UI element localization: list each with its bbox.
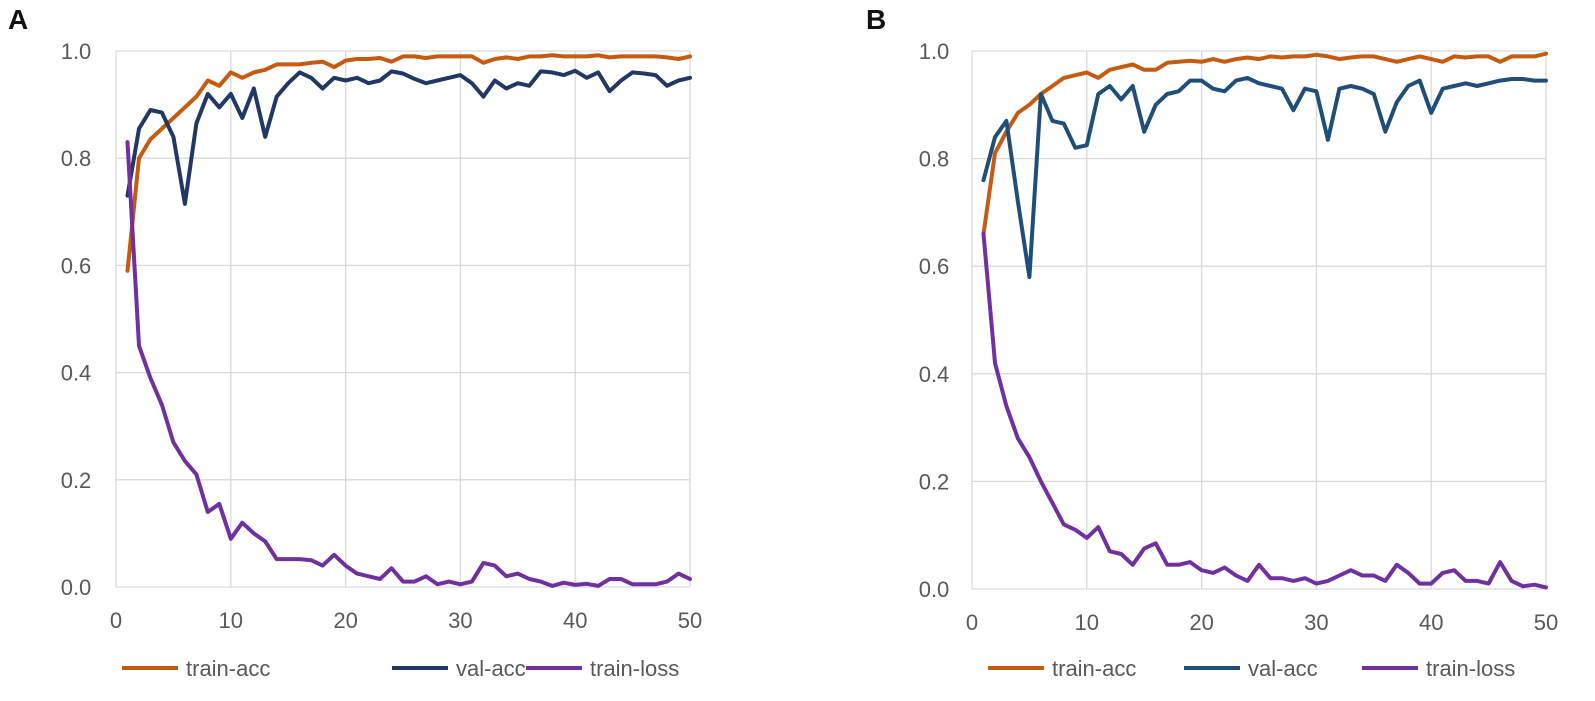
y-tick-label-a: 1.0 [61,39,92,64]
legend-label-train-loss-a: train-loss [590,656,679,681]
y-tick-label-b: 0.0 [919,577,950,602]
y-tick-label-b: 0.2 [919,469,950,494]
y-tick-label-a: 0.0 [61,575,92,600]
series-line-train-loss-a [125,140,692,588]
legend-label-val-acc-a: val-acc [456,656,526,681]
legend-label-val-acc-b: val-acc [1248,656,1318,681]
y-tick-label-a: 0.2 [61,468,92,493]
series-line-train-acc-b [981,51,1548,236]
x-tick-label-a: 10 [219,608,243,633]
legend-label-train-loss-b: train-loss [1426,656,1515,681]
x-tick-label-b: 20 [1189,610,1213,635]
y-tick-label-b: 0.6 [919,254,950,279]
y-tick-label-a: 0.4 [61,361,92,386]
series-line-train-acc-a [125,53,692,273]
x-tick-label-b: 30 [1304,610,1328,635]
x-tick-label-a: 50 [678,608,702,633]
y-tick-label-b: 0.8 [919,147,950,172]
x-tick-label-a: 30 [448,608,472,633]
x-tick-label-b: 40 [1419,610,1443,635]
series-line-val-acc-a [125,68,692,206]
chart-panel-a: 0.0 0.2 0.4 0.6 0.8 1.0 0 10 20 30 40 50 train-acc va… [61,39,703,681]
panel-label-a: A [8,4,29,35]
x-tick-label-b: 0 [966,610,978,635]
legend-label-train-acc-a: train-acc [186,656,270,681]
x-tick-label-a: 40 [563,608,587,633]
x-tick-label-b: 10 [1075,610,1099,635]
series-line-val-acc-b [981,75,1548,279]
x-tick-label-b: 50 [1534,610,1558,635]
x-tick-label-a: 20 [333,608,357,633]
chart-panel-b: 0.0 0.2 0.4 0.6 0.8 1.0 0 10 20 30 40 50 train-acc va… [919,39,1559,681]
series-line-train-loss-b [981,231,1548,590]
y-tick-label-b: 0.4 [919,362,950,387]
x-tick-label-a: 0 [110,608,122,633]
panel-label-b: B [866,4,887,35]
legend-label-train-acc-b: train-acc [1052,656,1136,681]
y-tick-label-b: 1.0 [919,39,950,64]
y-tick-label-a: 0.6 [61,253,92,278]
y-tick-label-a: 0.8 [61,146,92,171]
